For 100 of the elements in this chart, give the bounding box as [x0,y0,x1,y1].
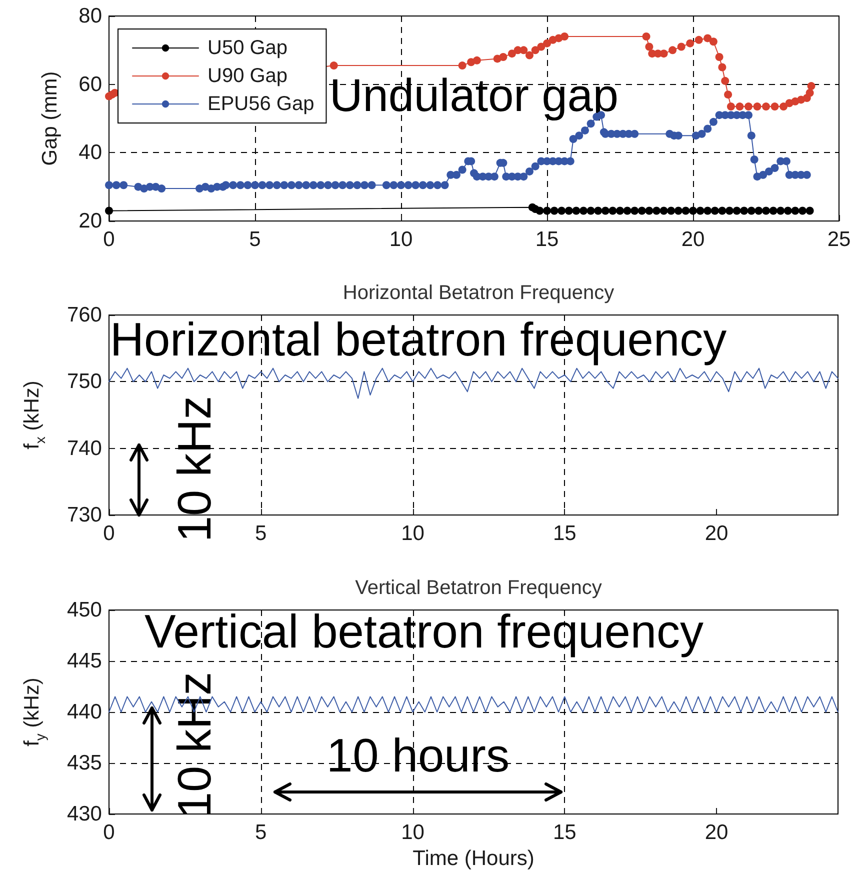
y-tick-label: 80 [78,4,102,28]
point [696,206,704,215]
point [105,206,113,215]
point [638,206,646,215]
point [753,102,762,111]
point [458,62,466,70]
annotation: Horizontal betatron frequency [110,312,728,366]
point [508,50,516,58]
point [537,42,546,51]
point [667,206,676,215]
x-tick-label: 10 [389,228,413,251]
point [726,206,734,215]
point [724,90,732,99]
y-tick-label: 20 [78,210,102,232]
point [330,62,338,70]
point [472,56,481,64]
point [668,46,677,54]
point [586,206,595,215]
legend-label: EPU56 Gap [208,93,314,115]
point [623,206,632,215]
point [525,51,534,60]
x-tick-label: 20 [681,228,705,251]
point [543,206,551,215]
point [754,206,763,215]
y-tick-label: 450 [66,598,102,622]
x-axis-title: Time (Hours) [412,846,534,870]
point [682,206,690,215]
x-tick-label: 5 [255,522,267,545]
point [715,53,724,61]
x-tick-label: 0 [103,228,115,251]
annotation: Vertical betatron frequency [144,604,704,658]
point [732,206,741,215]
point [806,88,814,97]
legend-label: U90 Gap [208,65,288,87]
x-tick-label: 15 [552,821,576,844]
point [616,206,624,215]
y-tick-label: 750 [66,370,102,394]
y-tick-label: 760 [66,304,102,326]
x-tick-label: 5 [249,228,261,251]
point [645,42,654,51]
point [520,46,528,54]
y-tick-label: 445 [66,650,102,672]
point [718,206,726,215]
point [686,39,694,48]
point [710,206,719,215]
point [736,102,744,111]
point [601,206,610,215]
x-tick-label: 25 [827,228,851,251]
point [564,206,573,215]
annotation: 10 kHz [168,396,220,542]
point [558,206,566,215]
point [776,206,785,215]
x-tick-label: 5 [255,821,267,844]
point [550,206,558,215]
point [580,206,588,215]
point [674,206,682,215]
point [536,206,544,215]
legend-label: U50 Gap [208,37,288,59]
x-tick-label: 15 [535,228,559,251]
chart-title: Horizontal Betatron Frequency [342,282,614,304]
point [726,102,735,111]
point [780,102,788,111]
point [806,206,814,215]
chart-title: Vertical Betatron Frequency [355,577,602,599]
point [660,50,668,58]
point [769,206,778,215]
point [762,206,770,215]
line-series [108,368,838,399]
y-tick-label: 740 [66,436,102,460]
point [660,206,668,215]
x-tick-label: 15 [552,522,576,545]
point [791,206,800,215]
point [543,39,551,48]
x-tick-label: 0 [103,522,115,545]
point [718,63,726,72]
x-tick-label: 20 [704,522,728,545]
point [721,76,730,85]
y-tick-label: 430 [66,802,102,826]
point [798,206,806,215]
x-tick-label: 10 [401,821,424,844]
x-tick-label: 20 [704,821,728,844]
y-axis-title: Gap (mm) [38,71,62,166]
point [677,42,686,51]
point [770,102,779,111]
point [531,46,540,54]
point [642,32,650,40]
y-tick-label: 40 [78,141,102,164]
point [608,206,617,215]
point [572,206,580,215]
point [784,206,792,215]
annotation: 10 kHz [168,672,220,818]
point [594,206,602,215]
annotation: 10 hours [326,728,510,782]
point [704,34,712,42]
point [560,32,569,40]
point [694,36,703,44]
point [499,53,508,61]
point [807,82,816,90]
y-tick-label: 440 [66,700,102,724]
point [740,206,748,215]
